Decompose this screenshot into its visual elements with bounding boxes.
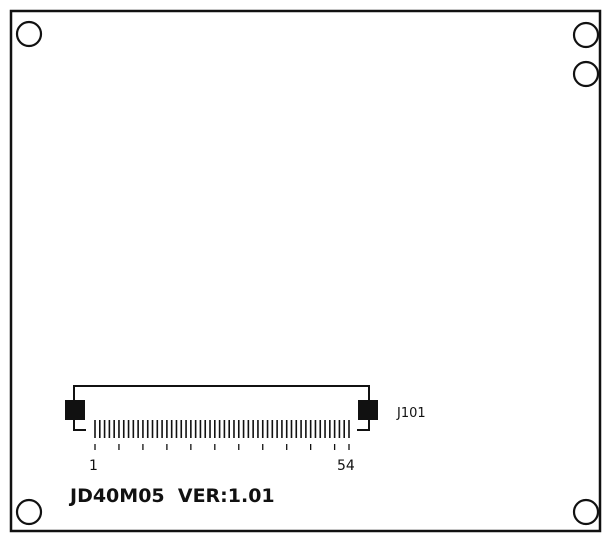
- first-pin-label: 1: [89, 458, 98, 474]
- mounting-hole-top-left: [15, 20, 43, 48]
- connector-outline-right-foot: [357, 420, 370, 431]
- mounting-hole-bottom-left: [15, 498, 43, 526]
- connector-outline: [73, 385, 370, 400]
- last-pin-label: 54: [337, 458, 355, 474]
- connector-j101: [65, 385, 378, 450]
- connector-outline-left-foot: [73, 420, 86, 431]
- connector-tab-left: [65, 400, 85, 420]
- board-name-version: JD40M05 VER:1.01: [68, 485, 275, 507]
- connector-pins: [94, 420, 350, 438]
- connector-designator: J101: [396, 406, 426, 421]
- board-outline: [9, 9, 602, 533]
- pin-pitch-ticks: [94, 444, 350, 450]
- mounting-hole-top-right: [572, 21, 600, 49]
- mounting-hole-bottom-right: [572, 498, 600, 526]
- mounting-hole-top-right-lower: [572, 60, 600, 88]
- connector-tab-right: [358, 400, 378, 420]
